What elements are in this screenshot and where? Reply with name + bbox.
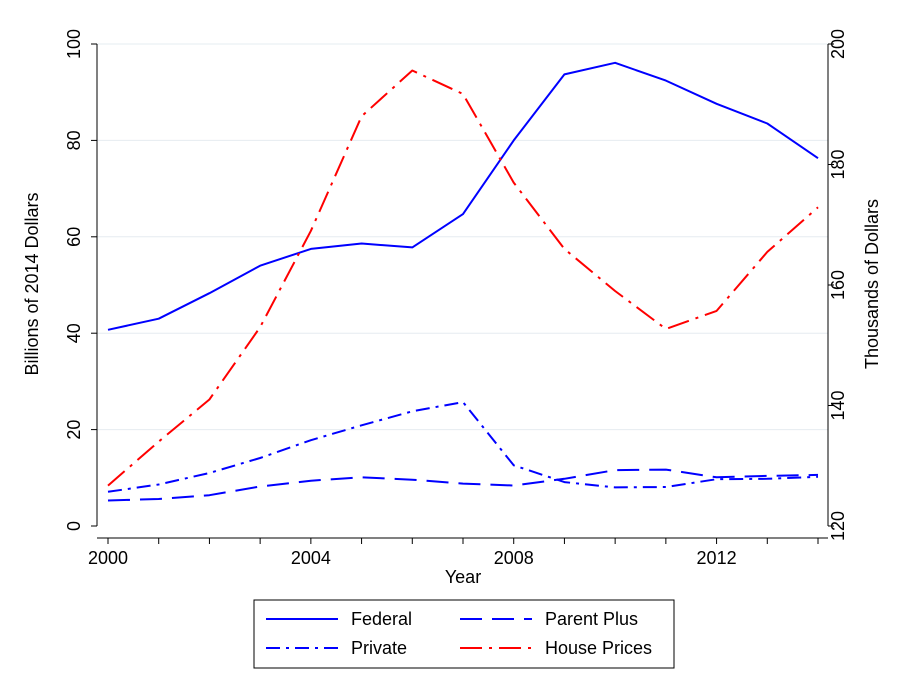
right-y-tick-label: 140 [828, 390, 848, 420]
legend-label: Private [351, 638, 407, 658]
series-line-federal [107, 61, 819, 331]
legend-box [253, 599, 675, 669]
axes: 0 20 40 60 80 100 120 140 160 180 200 2000 2004 2008 2… [64, 29, 848, 568]
right-y-tick-label: 180 [828, 149, 848, 179]
x-tick-label: 2004 [291, 548, 331, 568]
gridlines [97, 43, 828, 431]
left-y-tick-label: 0 [64, 521, 84, 531]
left-y-axis-title: Billions of 2014 Dollars [22, 192, 42, 375]
legend-label: Parent Plus [545, 609, 638, 629]
right-y-axis-title: Thousands of Dollars [862, 199, 882, 369]
legend-label: House Prices [545, 638, 652, 658]
x-tick-label: 2008 [494, 548, 534, 568]
series-line-house-prices [107, 69, 819, 487]
left-y-tick-label: 100 [64, 29, 84, 59]
series-line-parent-plus [107, 468, 819, 502]
right-y-tick-label: 200 [828, 29, 848, 59]
legend: Federal Parent Plus Private House Prices [253, 599, 675, 669]
left-y-tick-label: 20 [64, 420, 84, 440]
x-tick-label: 2012 [697, 548, 737, 568]
x-axis-title: Year [445, 567, 481, 587]
legend-label: Federal [351, 609, 412, 629]
x-tick-label: 2000 [88, 548, 128, 568]
right-y-tick-label: 160 [828, 270, 848, 300]
left-y-tick-label: 40 [64, 323, 84, 343]
series-line-private [107, 401, 819, 493]
left-y-tick-label: 80 [64, 130, 84, 150]
right-y-tick-label: 120 [828, 511, 848, 541]
series-lines [107, 61, 819, 502]
left-y-tick-label: 60 [64, 227, 84, 247]
